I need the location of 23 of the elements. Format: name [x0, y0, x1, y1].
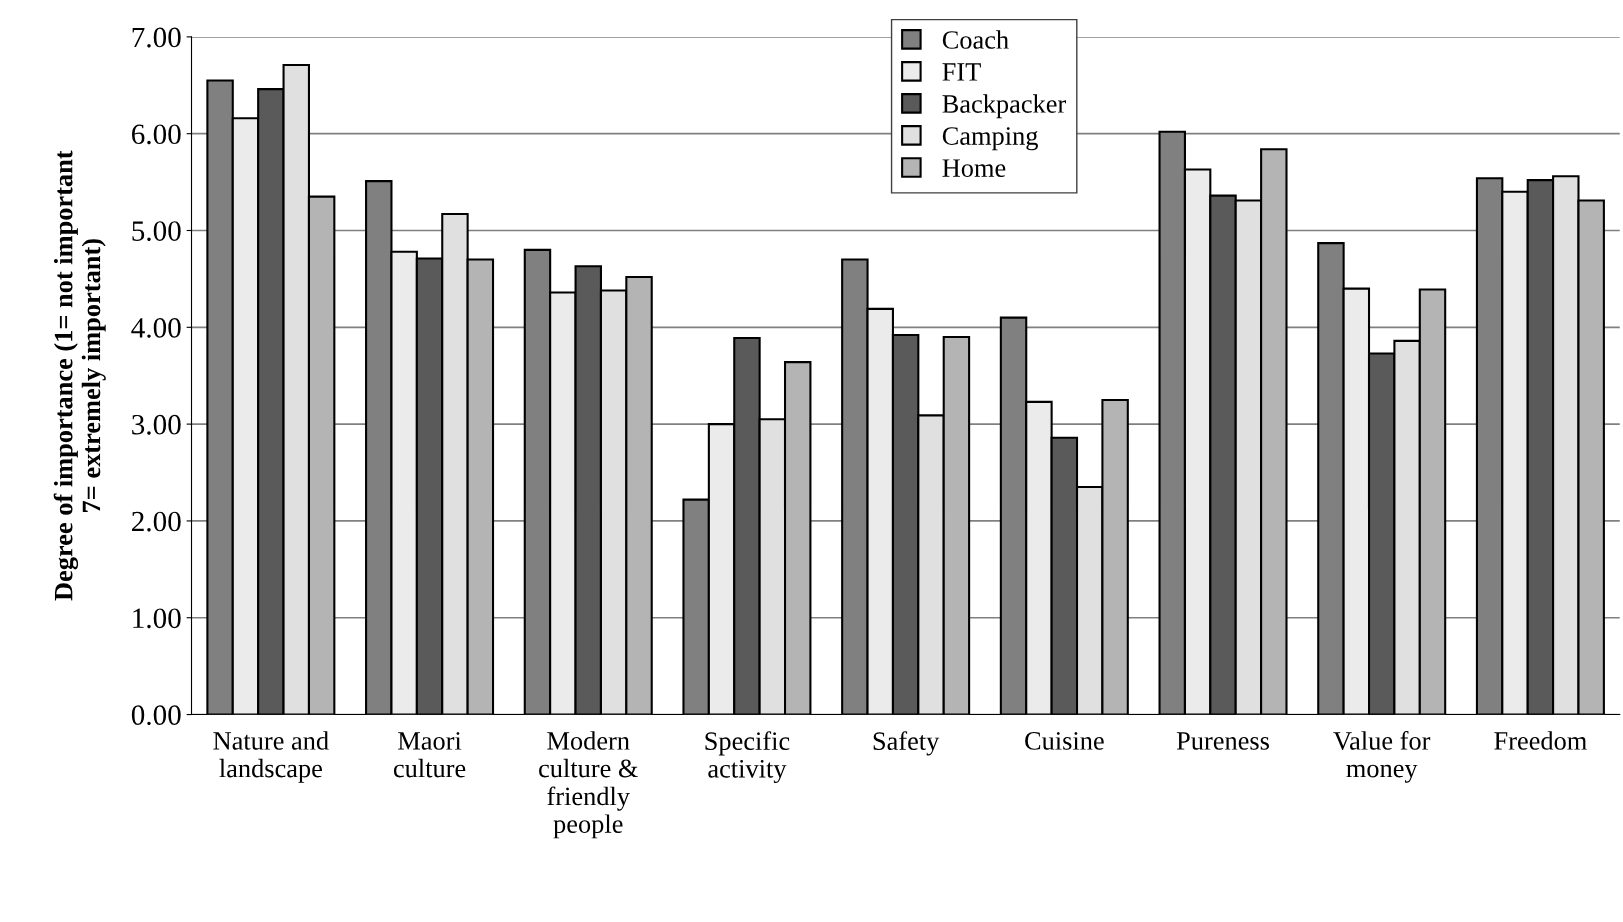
x-tick-label: Safety: [873, 731, 940, 756]
x-tick-label: Freedom: [1494, 731, 1587, 750]
y-tick-label: 0.00: [131, 705, 181, 726]
x-tick-label: Maori culture: [393, 732, 466, 778]
y-tick-label: 1.00: [133, 608, 181, 629]
x-tick-label: Pureness: [1176, 732, 1269, 750]
x-tick-label: Cuisine: [1025, 732, 1104, 750]
legend-label: Camping: [942, 127, 1038, 151]
y-tick-label: 6.00: [132, 124, 181, 145]
x-tick-label: Nature and landscape: [213, 731, 329, 783]
y-axis-title: Degree of importance (1= not important 7= extremely important): [53, 150, 106, 601]
x-tick-label: Modern culture & friendly people: [539, 731, 638, 839]
legend-label: Home: [942, 159, 1006, 177]
y-tick-label: 2.00: [132, 511, 181, 532]
y-tick-label: 3.00: [132, 414, 181, 435]
legend-label: Backpacker: [942, 94, 1067, 119]
y-tick-label: 4.00: [131, 318, 181, 338]
y-tick-label: 7.00: [132, 27, 181, 48]
y-tick-label: 5.00: [132, 221, 181, 242]
legend-label: FIT: [942, 63, 981, 81]
x-tick-label: Specific activity: [705, 731, 790, 784]
legend-label: Coach: [942, 30, 1009, 49]
x-tick-label: Value for money: [1333, 730, 1431, 783]
